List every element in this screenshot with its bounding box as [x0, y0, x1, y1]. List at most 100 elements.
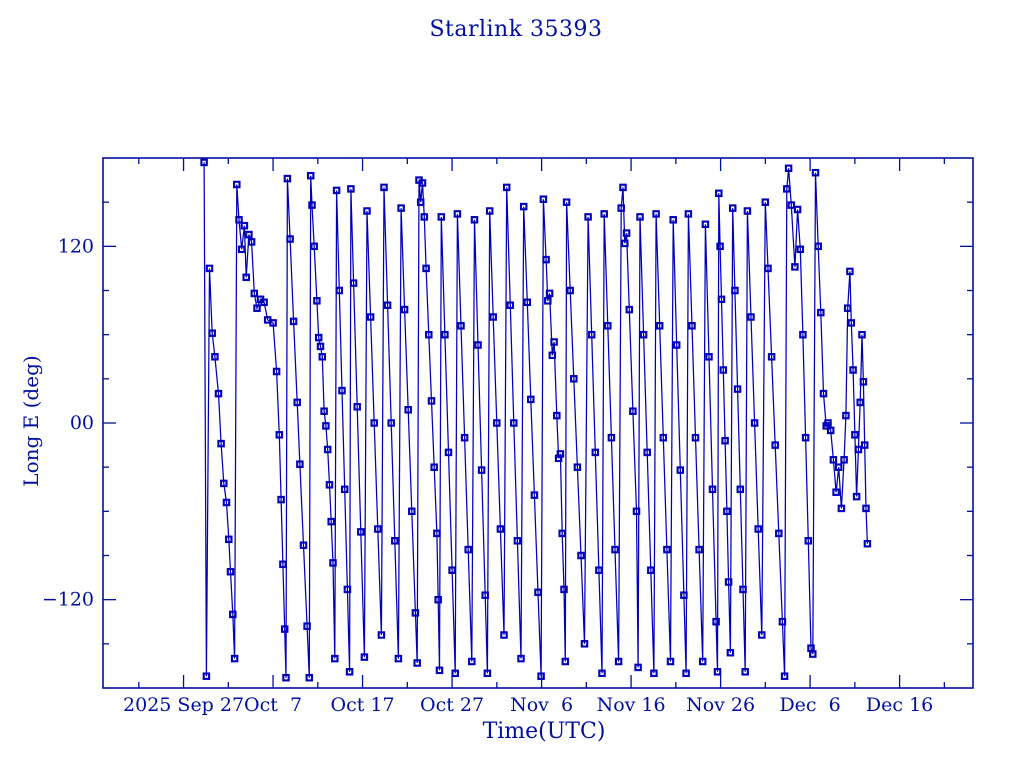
data-point-marker [496, 525, 505, 533]
data-point-marker [622, 229, 631, 237]
data-point-marker [233, 180, 241, 189]
data-point-marker [374, 525, 382, 533]
data-point-marker [666, 657, 675, 666]
data-point-marker [780, 672, 789, 680]
data-point-marker [332, 186, 341, 195]
data-point-marker [418, 179, 427, 187]
x-tick-label: Oct 27 [420, 694, 484, 716]
data-point-marker [485, 207, 494, 215]
data-point-marker [314, 333, 323, 342]
data-point-marker [783, 185, 791, 193]
data-point-marker [721, 436, 729, 445]
data-point-marker [639, 330, 648, 339]
data-point-marker [747, 313, 755, 321]
data-point-marker [411, 609, 420, 617]
data-point-marker [542, 255, 550, 264]
data-point-marker [247, 238, 256, 246]
data-point-marker [397, 204, 405, 212]
x-tick-label: Dec 6 [779, 694, 840, 716]
data-point-marker [716, 242, 724, 251]
data-point-marker [862, 504, 870, 513]
data-point-marker [349, 279, 358, 287]
data-point-marker [731, 286, 739, 295]
data-point-marker [558, 529, 566, 538]
data-point-marker [775, 529, 783, 538]
data-point-marker [338, 386, 346, 395]
data-point-marker [387, 419, 395, 427]
data-point-marker [404, 406, 412, 414]
data-point-marker [413, 659, 421, 667]
data-point-marker [229, 610, 237, 619]
data-point-marker [834, 463, 843, 471]
data-point-marker [550, 338, 558, 346]
data-point-marker [316, 342, 325, 351]
data-point-marker [701, 220, 710, 229]
data-point-marker [566, 286, 574, 295]
data-point-marker [422, 264, 430, 273]
data-point-marker [325, 481, 334, 489]
data-point-marker [793, 205, 802, 214]
data-point-marker [280, 625, 289, 633]
data-point-marker [260, 298, 268, 307]
data-point-marker [733, 385, 742, 393]
data-point-marker [457, 322, 465, 330]
data-point-marker [832, 488, 840, 496]
data-point-marker [767, 353, 776, 361]
data-point-marker [205, 264, 214, 273]
data-point-marker [308, 201, 316, 209]
data-point-marker [739, 585, 747, 594]
data-point-marker [293, 398, 301, 407]
data-point-marker [659, 433, 668, 442]
data-point-marker [296, 460, 304, 468]
data-point-marker [684, 210, 693, 218]
data-point-marker [826, 426, 835, 435]
x-tick-label: Nov 16 [597, 694, 666, 716]
y-tick-label: 120 [58, 235, 94, 257]
data-point-marker [854, 445, 863, 454]
data-point-marker [517, 654, 525, 663]
data-point-marker [708, 485, 717, 494]
data-point-marker [719, 366, 728, 374]
data-point-marker [801, 433, 810, 442]
data-point-marker [444, 448, 453, 457]
data-point-marker [595, 566, 603, 574]
data-point-marker [286, 235, 294, 243]
data-point-marker [829, 456, 838, 464]
data-point-marker [527, 395, 535, 404]
data-point-marker [688, 322, 696, 330]
data-point-marker [726, 648, 735, 657]
data-point-marker [500, 631, 508, 639]
data-point-marker [202, 672, 211, 680]
data-point-marker [715, 189, 723, 198]
data-point-marker [370, 419, 378, 427]
data-point-marker [676, 466, 685, 474]
data-point-marker [474, 341, 482, 349]
data-point-marker [611, 545, 619, 554]
data-point-marker [510, 419, 518, 427]
data-point-marker [849, 366, 857, 374]
data-point-marker [483, 669, 492, 678]
data-point-marker [357, 528, 365, 536]
data-point-marker [691, 433, 700, 442]
data-point-marker [269, 319, 277, 327]
x-tick-label: Dec 16 [866, 694, 933, 716]
y-tick-label: −120 [42, 589, 94, 611]
data-point-marker [791, 263, 799, 271]
data-point-marker [607, 433, 616, 442]
data-point-marker [240, 221, 249, 230]
data-point-marker [560, 585, 568, 594]
data-point-marker [580, 640, 589, 648]
data-point-marker [222, 498, 231, 507]
data-point-marker [663, 545, 671, 554]
x-tick-label: Oct 17 [331, 694, 395, 716]
data-point-marker [468, 657, 476, 666]
data-point-marker [548, 351, 557, 360]
data-point-marker [253, 304, 261, 312]
data-point-marker [279, 560, 287, 569]
data-point-marker [643, 448, 651, 457]
data-point-marker [817, 308, 825, 317]
data-point-marker [437, 213, 446, 221]
data-point-marker [741, 668, 749, 676]
data-point-marker [211, 353, 219, 361]
data-point-marker [743, 207, 752, 215]
